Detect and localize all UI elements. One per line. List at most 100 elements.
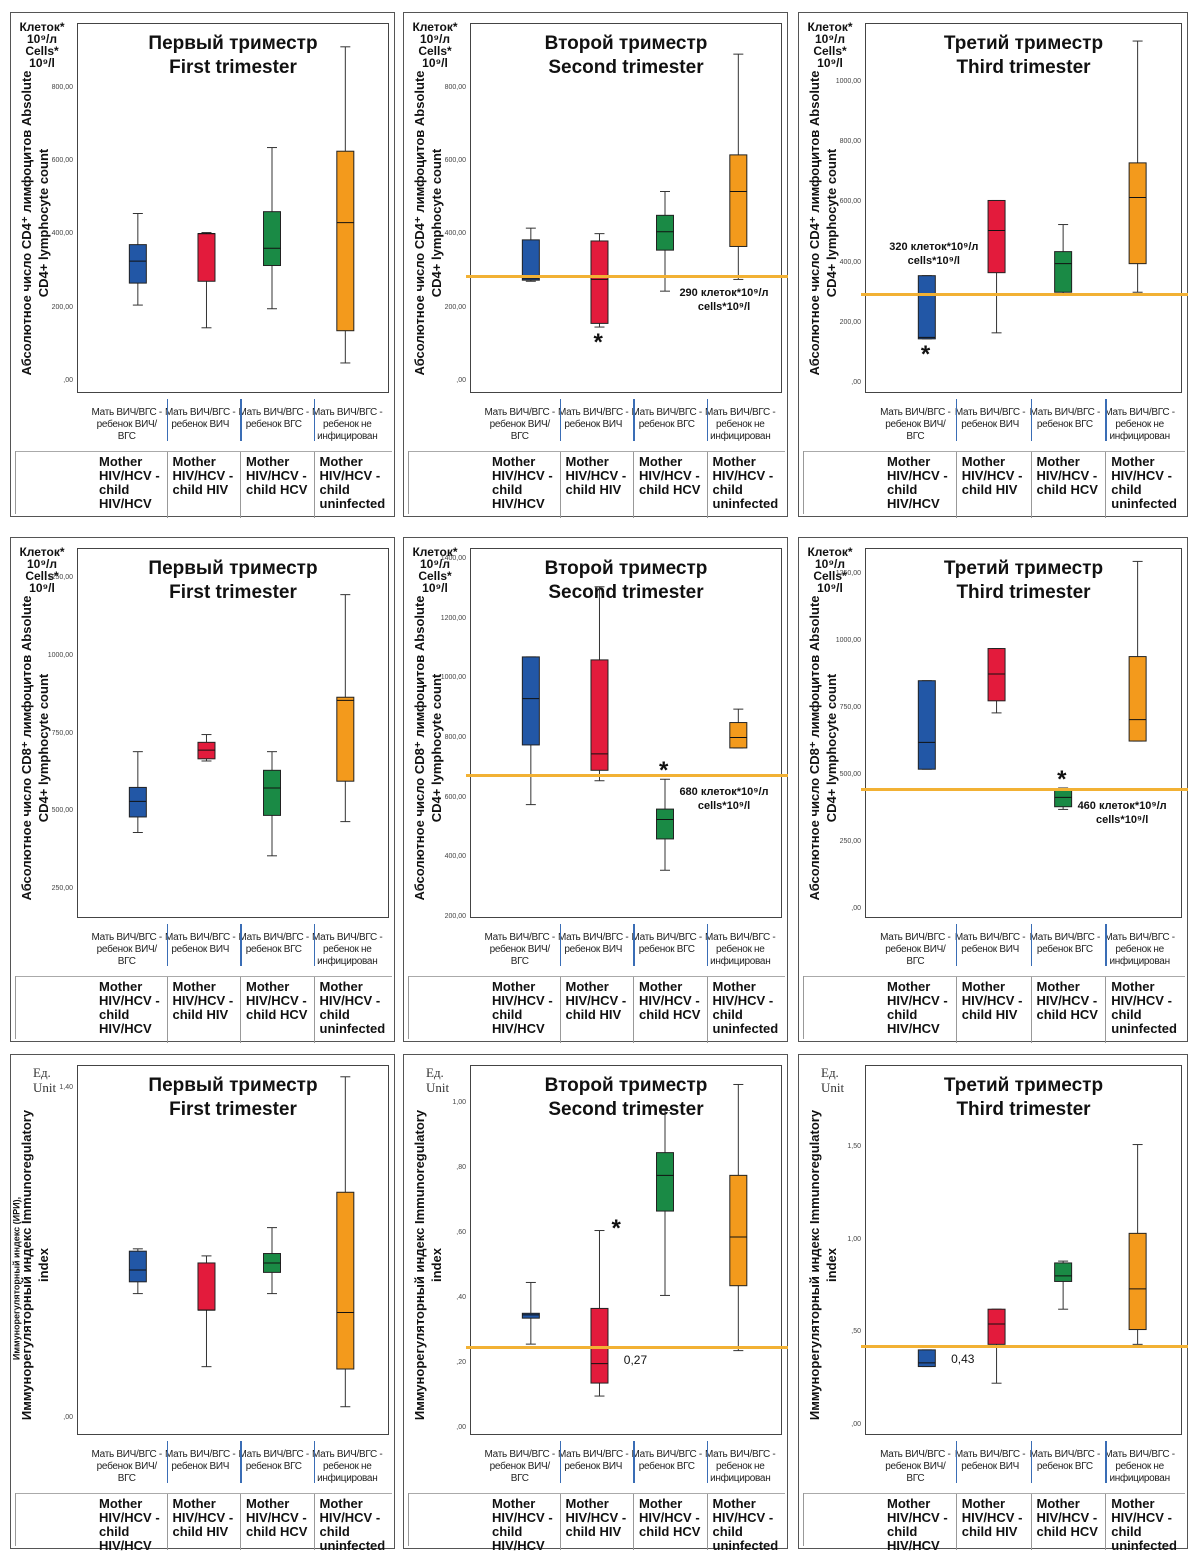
- category-divider: [1030, 451, 1032, 518]
- chart-panel-cd8_t3: Третий триместр Third trimester Клеток* 10…: [798, 537, 1188, 1043]
- category-divider: [955, 1441, 958, 1483]
- category-label-ru: Мать ВИЧ/ВГС - ребенок ВИЧ/ВГС: [880, 1449, 951, 1484]
- category-label-en: Mother HIV/HCV - child uninfected: [1111, 454, 1177, 511]
- y-tick-label: 600,00: [51, 157, 73, 165]
- reference-line: [861, 788, 1188, 792]
- y-tick-label: 250,00: [839, 837, 861, 845]
- chart-panel-cd4_t1: Первый триместр First trimester Клеток* 10…: [10, 12, 395, 518]
- category-rule: [803, 976, 1185, 977]
- reference-label: 290 клеток*10⁹/л cells*10⁹/l: [679, 286, 769, 313]
- category-label-en: Mother HIV/HCV - child HCV: [1036, 454, 1098, 497]
- category-rule: [15, 451, 392, 452]
- chart-panel-cd4_t2: Второй триместр Second trimester Клеток* 1…: [403, 12, 788, 518]
- unit-label: Ед. Unit: [426, 1065, 450, 1095]
- box-group-2: [197, 233, 216, 282]
- category-label-ru: Мать ВИЧ/ВГС - ребенок не инфицирован: [312, 1449, 383, 1484]
- box-group-2: [987, 199, 1006, 274]
- chart-panel-iri_t1: Первый триместр First trimester Ед. Unit Им…: [10, 1054, 395, 1553]
- box-group-2: [590, 659, 609, 771]
- box-group-3: [1054, 251, 1073, 293]
- category-label-ru: Мать ВИЧ/ВГС - ребенок ВИЧ: [165, 407, 236, 430]
- category-label-ru: Мать ВИЧ/ВГС - ребенок не инфицирован: [1104, 932, 1175, 967]
- reference-line: [466, 1346, 788, 1350]
- y-tick-label: 600,00: [444, 157, 466, 165]
- category-label-ru: Мать ВИЧ/ВГС - ребенок ВГС: [238, 932, 310, 955]
- category-divider: [166, 976, 168, 1043]
- y-tick-label: 1000,00: [835, 636, 861, 644]
- category-label-en: Mother HIV/HCV - child HCV: [246, 1496, 308, 1539]
- category-label-ru: Мать ВИЧ/ВГС - ребенок ВИЧ/ВГС: [91, 932, 163, 967]
- box-group-4: [336, 1191, 355, 1370]
- y-tick-label: 800,00: [839, 138, 861, 146]
- category-divider: [166, 451, 168, 518]
- y-tick-label: ,00: [851, 378, 861, 386]
- chart-title: Второй триместр: [544, 33, 708, 54]
- category-label-ru: Мать ВИЧ/ВГС - ребенок ВГС: [631, 1449, 703, 1472]
- y-tick-label: ,50: [851, 1328, 861, 1336]
- category-divider: [313, 1493, 315, 1550]
- box-group-4: [1128, 162, 1147, 265]
- category-label-ru: Мать ВИЧ/ВГС - ребенок не инфицирован: [1104, 407, 1175, 442]
- chart-title: Первый триместр: [148, 558, 318, 579]
- category-divider: [1030, 1441, 1032, 1483]
- category-label-en: Mother HIV/HCV - child HCV: [639, 1496, 701, 1539]
- category-divider: [1105, 1493, 1107, 1550]
- reference-line: [466, 773, 788, 777]
- category-rule: [408, 976, 785, 977]
- reference-line: [861, 292, 1188, 296]
- category-label-ru: Мать ВИЧ/ВГС - ребенок ВГС: [1029, 407, 1101, 430]
- category-divider: [633, 1493, 634, 1550]
- y-tick-label: ,00: [63, 1413, 73, 1421]
- category-divider: [240, 1493, 241, 1550]
- y-tick-label: 600,00: [839, 198, 861, 206]
- category-label-ru: Мать ВИЧ/ВГС - ребенок ВИЧ: [954, 407, 1026, 430]
- chart-title: Третий триместр: [943, 33, 1104, 54]
- category-label-en: Mother HIV/HCV - child HIV/HCV: [887, 1496, 948, 1553]
- category-label-en: Mother HIV/HCV - child HIV: [565, 979, 627, 1022]
- box-group-2: [987, 648, 1006, 702]
- y-tick-label: ,00: [851, 1420, 861, 1428]
- y-tick-label: 500,00: [839, 770, 861, 778]
- category-label-ru: Мать ВИЧ/ВГС - ребенок ВИЧ/ВГС: [484, 932, 556, 967]
- chart-title: Первый триместр: [148, 1075, 318, 1096]
- unit-label: Клеток* 10⁹/л Cells* 10⁹/l: [807, 20, 853, 70]
- significance-star: *: [659, 757, 669, 785]
- y-tick-label: 200,00: [444, 913, 466, 920]
- category-divider: [559, 451, 561, 518]
- category-divider: [706, 1441, 708, 1483]
- chart-title: Второй триместр: [544, 558, 708, 579]
- box-plot-svg: [917, 1144, 1147, 1384]
- box-plot-svg: [128, 46, 355, 364]
- category-divider: [633, 924, 635, 966]
- category-divider: [633, 976, 634, 1043]
- box-group-2: [590, 1307, 609, 1384]
- unit-label: Клеток* 10⁹/л Cells* 10⁹/l: [807, 545, 853, 595]
- y-tick-label: 400,00: [839, 258, 861, 266]
- y-tick-label: 250,00: [51, 885, 73, 893]
- chart-title: Второй триместр: [544, 1075, 708, 1096]
- category-label-ru: Мать ВИЧ/ВГС - ребенок не инфицирован: [312, 407, 383, 442]
- chart-title: Первый триместр: [148, 33, 318, 54]
- category-divider: [240, 399, 242, 441]
- significance-star: *: [611, 1214, 621, 1242]
- category-divider: [1105, 451, 1107, 518]
- category-label-en: Mother HIV/HCV - child uninfected: [319, 979, 386, 1036]
- category-divider: [706, 1493, 708, 1550]
- category-divider: [1030, 399, 1032, 441]
- category-label-ru: Мать ВИЧ/ВГС - ребенок ВИЧ/ВГС: [91, 1449, 163, 1484]
- category-divider: [240, 976, 241, 1043]
- box-group-1: [917, 1349, 936, 1368]
- category-divider: [633, 399, 635, 441]
- category-label-en: Mother HIV/HCV - child uninfected: [319, 454, 386, 511]
- box-group-4: [336, 696, 355, 782]
- category-divider: [240, 924, 242, 966]
- y-tick-label: 800,00: [444, 83, 466, 91]
- box-group-4: [729, 154, 748, 247]
- category-divider: [1105, 399, 1107, 441]
- category-label-ru: Мать ВИЧ/ВГС - ребенок ВИЧ: [558, 932, 629, 955]
- category-divider: [313, 976, 315, 1043]
- box-plot-svg: [128, 1076, 355, 1408]
- chart-subtitle: Second trimester: [548, 57, 704, 78]
- category-label-en: Mother HIV/HCV - child uninfected: [712, 979, 779, 1036]
- chart-subtitle: First trimester: [169, 57, 297, 78]
